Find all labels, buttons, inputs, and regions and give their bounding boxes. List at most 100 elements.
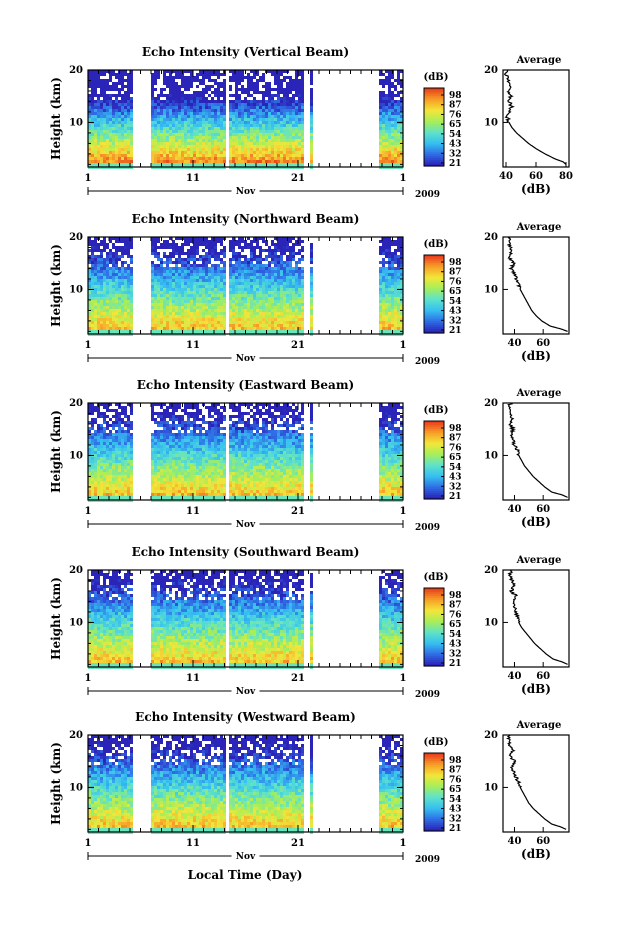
profile-title: Average [516, 555, 562, 566]
colorbar-tick-label: 32 [449, 649, 462, 659]
x-axis-label: Local Time (Day) [188, 868, 303, 882]
average-profile: Average 20 10 40 60(dB) [484, 388, 570, 529]
profile-x-tick-label: 60 [536, 338, 550, 349]
panel-title: Echo Intensity (Southward Beam) [132, 545, 360, 559]
x-tick-label: 1 [400, 340, 407, 351]
y-tick-label: 10 [69, 450, 83, 461]
profile-x-label: (dB) [521, 349, 551, 363]
echo-panel-4: Echo Intensity (Southward Beam) 20 10 Heigh… [49, 545, 570, 700]
colorbar-tick-label: 43 [449, 473, 462, 483]
colorbar-tick-label: 87 [449, 101, 462, 111]
profile-title: Average [516, 720, 562, 731]
colorbar-tick-label: 98 [449, 424, 462, 434]
colorbar-tick-label: 87 [449, 268, 462, 278]
colorbar-tick-label: 98 [449, 591, 462, 601]
colorbar-frame [423, 752, 445, 832]
year-label: 2009 [415, 190, 440, 200]
x-tick-label: 11 [186, 340, 200, 351]
profile-x-tick-label: 40 [508, 504, 522, 515]
colorbar-tick-label: 98 [449, 258, 462, 268]
colorbar-tick-label: 76 [449, 775, 462, 785]
profile-frame [502, 569, 570, 668]
profile-y-tick-label: 10 [484, 284, 498, 295]
profile-y-tick-label: 10 [484, 617, 498, 628]
x-tick-label: 21 [291, 173, 305, 184]
colorbar-tick-label: 76 [449, 277, 462, 287]
month-label: Nov [236, 187, 256, 197]
y-axis-label: Height (km) [49, 77, 63, 160]
x-tick-label: 1 [400, 173, 407, 184]
y-tick-label: 20 [69, 65, 83, 76]
month-label: Nov [236, 354, 256, 364]
colorbar-tick-label: 98 [449, 756, 462, 766]
x-tick-label: 1 [400, 838, 407, 849]
x-tick-label: 11 [186, 173, 200, 184]
y-axis-label: Height (km) [49, 742, 63, 825]
x-tick-label: 1 [85, 506, 92, 517]
x-tick-label: 11 [186, 506, 200, 517]
colorbar-frame [423, 420, 445, 500]
y-tick-label: 20 [69, 398, 83, 409]
heatmap-cells [88, 70, 403, 169]
profile-title: Average [516, 55, 562, 66]
profile-x-tick-label: 40 [508, 338, 522, 349]
y-tick-label: 20 [69, 730, 83, 741]
colorbar-tick-label: 21 [449, 492, 462, 502]
year-label: 2009 [415, 357, 440, 367]
y-tick-label: 20 [69, 232, 83, 243]
x-tick-label: 21 [291, 673, 305, 684]
profile-x-tick-label: 80 [559, 171, 573, 182]
x-tick-label: 1 [400, 506, 407, 517]
colorbar-tick-label: 54 [449, 630, 462, 640]
profile-line [507, 402, 568, 498]
colorbar-tick-label: 43 [449, 805, 462, 815]
x-tick-label: 11 [186, 673, 200, 684]
profile-y-tick-label: 10 [484, 782, 498, 793]
x-tick-label: 21 [291, 838, 305, 849]
profile-y-tick-label: 20 [484, 232, 498, 243]
profile-x-tick-label: 60 [536, 504, 550, 515]
colorbar-tick-label: 65 [449, 120, 462, 130]
colorbar-tick-label: 65 [449, 620, 462, 630]
colorbar-tick-label: 54 [449, 795, 462, 805]
colorbar-tick-label: 76 [449, 610, 462, 620]
colorbar-tick-label: 54 [449, 297, 462, 307]
average-profile: Average 20 10 40 60 80 (dB) [484, 55, 573, 196]
echo-panel-5: Echo Intensity (Westward Beam) 20 10 Height… [49, 710, 570, 865]
year-label: 2009 [415, 523, 440, 533]
month-label: Nov [236, 520, 256, 530]
y-tick-label: 10 [69, 782, 83, 793]
echo-panel-3: Echo Intensity (Eastward Beam) 20 10 Height… [49, 378, 570, 533]
x-tick-label: 21 [291, 340, 305, 351]
colorbar-tick-label: 54 [449, 463, 462, 473]
panel-title: Echo Intensity (Westward Beam) [135, 710, 356, 724]
colorbar-tick-label: 87 [449, 434, 462, 444]
profile-title: Average [516, 222, 562, 233]
profile-x-label: (dB) [521, 182, 551, 196]
profile-y-tick-label: 20 [484, 65, 498, 76]
colorbar-tick-label: 76 [449, 110, 462, 120]
colorbar-tick-label: 21 [449, 659, 462, 669]
x-tick-label: 21 [291, 506, 305, 517]
colorbar-tick-label: 32 [449, 316, 462, 326]
profile-y-tick-label: 20 [484, 730, 498, 741]
heatmap-cells [88, 403, 403, 502]
colorbar-tick-label: 32 [449, 814, 462, 824]
profile-x-tick-label: 60 [536, 836, 550, 847]
profile-title: Average [516, 388, 562, 399]
profile-frame [502, 734, 570, 833]
profile-y-tick-label: 20 [484, 565, 498, 576]
colorbar-tick-label: 87 [449, 766, 462, 776]
profile-x-tick-label: 40 [508, 836, 522, 847]
profile-line [507, 569, 568, 665]
profile-x-tick-label: 40 [499, 171, 513, 182]
y-axis-label: Height (km) [49, 244, 63, 327]
y-tick-label: 10 [69, 284, 83, 295]
profile-frame [502, 402, 570, 501]
average-profile: Average 20 10 40 60(dB) [484, 720, 570, 861]
x-tick-label: 1 [85, 673, 92, 684]
profile-line [503, 69, 567, 165]
